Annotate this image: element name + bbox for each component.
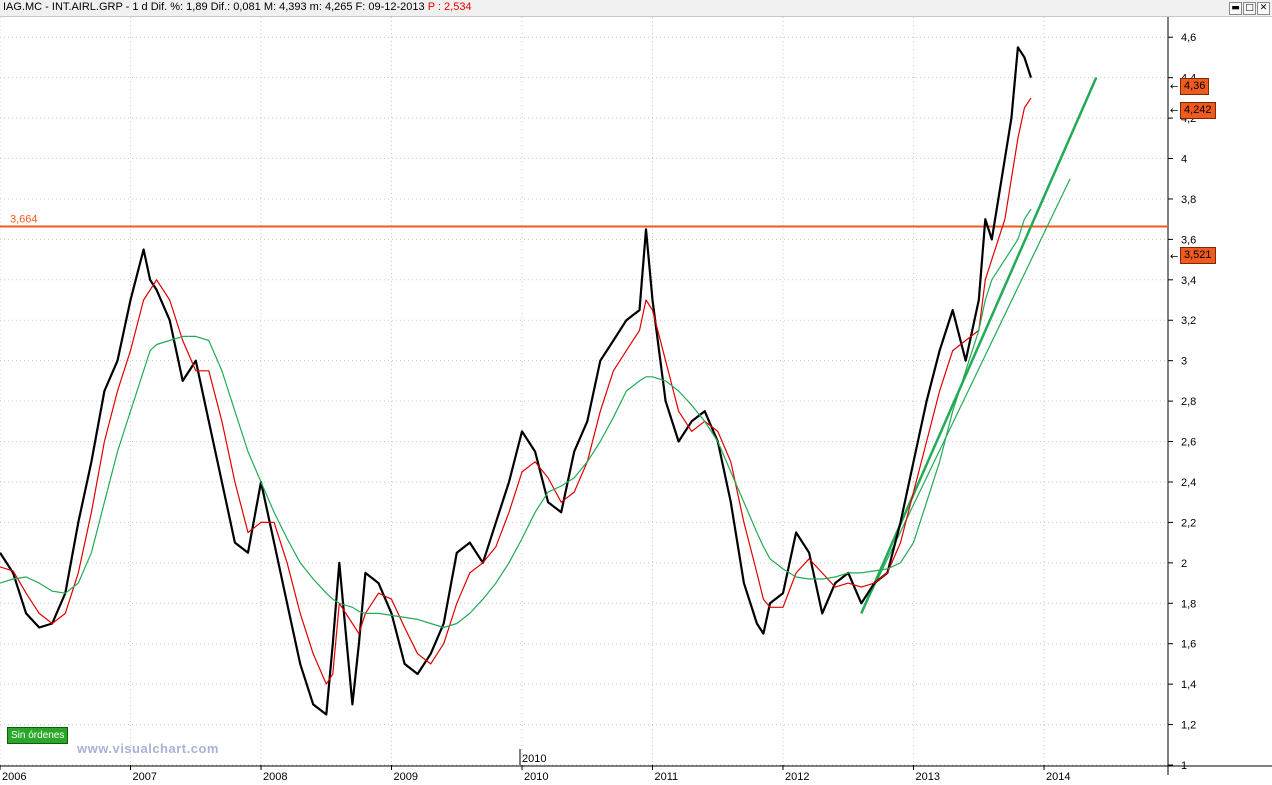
x-tick-label: 2008: [263, 771, 287, 783]
y-tick-label: 3: [1181, 356, 1187, 368]
price-tag-arrow: ←: [1170, 251, 1178, 262]
y-tick-label: 4: [1181, 154, 1187, 166]
plot-area: [0, 17, 1168, 765]
y-tick-label: 3,4: [1181, 275, 1196, 287]
price-tag: 4,242: [1180, 101, 1216, 119]
y-tick-label: 4,6: [1181, 32, 1196, 44]
resistance-label: 3,664: [10, 213, 38, 225]
x-tick-label: 2012: [785, 771, 809, 783]
x-tick-label: 2014: [1046, 771, 1070, 783]
y-tick-label: 3,8: [1181, 194, 1196, 206]
slow-moving-average-line: [0, 208, 1032, 629]
price-tag: 3,521: [1180, 247, 1216, 265]
chart-titlebar: IAG.MC - INT.AIRL.GRP - 1 d Dif. %: 1,89…: [0, 0, 1272, 17]
x-tick-label: 2009: [394, 771, 418, 783]
price-tag: 4,36: [1180, 77, 1210, 95]
y-tick-label: 1,8: [1181, 598, 1196, 610]
x-tick-label: 2010: [524, 771, 548, 783]
year-marker-label: 2010: [522, 753, 546, 765]
x-tick-label: 2011: [655, 771, 679, 783]
close-button[interactable]: ✕: [1257, 2, 1270, 15]
x-tick-label: 2007: [133, 771, 157, 783]
y-tick-label: 2,8: [1181, 396, 1196, 408]
chart-title-main: IAG.MC - INT.AIRL.GRP - 1 d Dif. %: 1,89…: [3, 1, 425, 13]
minimize-button[interactable]: ▬: [1229, 2, 1242, 15]
fast-moving-average-line: [0, 97, 1032, 685]
x-tick-label: 2006: [2, 771, 26, 783]
y-tick-label: 2,6: [1181, 437, 1196, 449]
maximize-button[interactable]: □: [1243, 2, 1256, 15]
orders-status-badge[interactable]: Sin órdenes: [7, 727, 69, 744]
watermark: www.visualchart.com: [77, 741, 219, 756]
y-tick-label: 1,4: [1181, 679, 1196, 691]
chart-title-p-value: P : 2,534: [427, 1, 472, 13]
x-tick-label: 2013: [916, 771, 940, 783]
y-tick-label: 2,2: [1181, 517, 1196, 529]
y-tick-label: 1,2: [1181, 720, 1196, 732]
price-tag-arrow: ←: [1170, 106, 1178, 117]
price-chart[interactable]: 11,21,41,61,822,22,42,62,833,23,43,63,84…: [0, 17, 1272, 785]
y-tick-label: 2: [1181, 558, 1187, 570]
chart-title: IAG.MC - INT.AIRL.GRP - 1 d Dif. %: 1,89…: [3, 1, 472, 13]
y-tick-label: 3,2: [1181, 315, 1196, 327]
y-tick-label: 3,6: [1181, 234, 1196, 246]
y-tick-label: 1,6: [1181, 639, 1196, 651]
price-tag-arrow: ←: [1170, 82, 1178, 93]
y-tick-label: 2,4: [1181, 477, 1196, 489]
